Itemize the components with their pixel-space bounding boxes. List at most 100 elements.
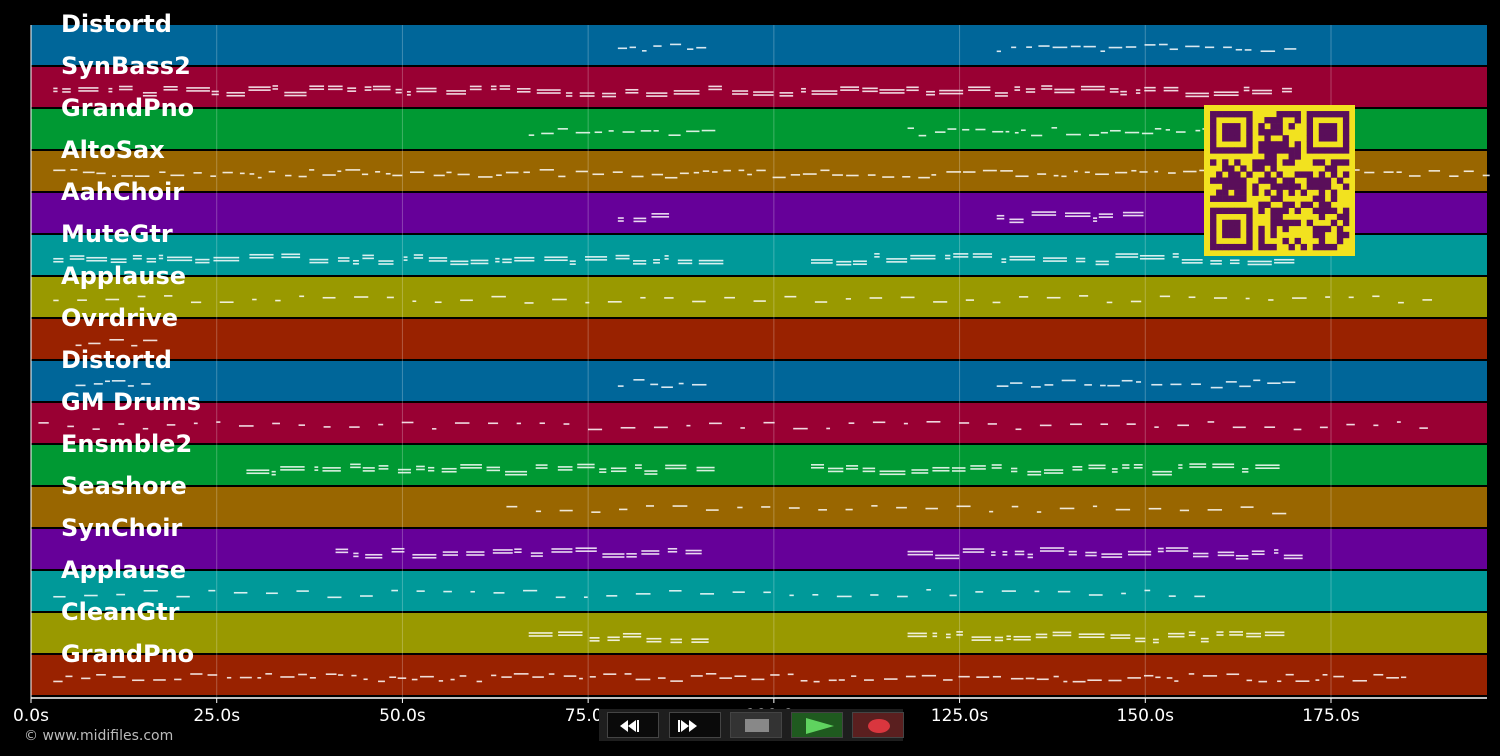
record-button[interactable] [852, 712, 904, 738]
play-button[interactable] [791, 712, 843, 738]
qr-module [1252, 165, 1259, 172]
fast-forward-button[interactable] [669, 712, 721, 738]
qr-module [1258, 165, 1265, 172]
note [994, 639, 1004, 642]
note [897, 595, 908, 598]
note [1122, 211, 1144, 214]
note [1095, 260, 1109, 263]
qr-module [1270, 129, 1277, 136]
note [193, 422, 198, 425]
note [280, 676, 295, 678]
track-lane[interactable] [31, 571, 1487, 611]
note [1292, 297, 1307, 299]
note [975, 591, 984, 593]
qr-module [1210, 219, 1217, 227]
note [851, 675, 857, 677]
note [1352, 679, 1367, 682]
note [867, 174, 876, 176]
note [827, 470, 844, 473]
qr-module [1324, 183, 1332, 190]
note [1264, 631, 1285, 634]
qr-module [1342, 207, 1350, 215]
note [207, 674, 218, 676]
note [1053, 675, 1059, 678]
note [906, 86, 919, 89]
qr-module [1342, 213, 1350, 221]
qr-module [1228, 183, 1235, 190]
note [257, 677, 262, 679]
note [158, 254, 164, 257]
note [968, 86, 991, 89]
qr-module [1270, 159, 1277, 166]
note [1155, 676, 1161, 679]
note [879, 89, 905, 91]
note [672, 505, 688, 507]
stop-button[interactable] [730, 712, 782, 738]
note [1383, 171, 1394, 173]
qr-code-icon[interactable] [1204, 105, 1355, 256]
note [1006, 635, 1011, 638]
note [864, 679, 874, 681]
note [1253, 379, 1261, 382]
note [1348, 296, 1354, 299]
note [951, 470, 966, 472]
note [1018, 296, 1029, 298]
note [926, 421, 941, 423]
qr-module [1264, 171, 1271, 178]
qr-module [1318, 243, 1326, 251]
note [167, 259, 193, 262]
qr-module [1318, 135, 1326, 142]
track-lane[interactable] [31, 361, 1487, 401]
note [1013, 635, 1031, 638]
note [1011, 505, 1019, 508]
qr-module [1246, 171, 1253, 178]
note [673, 93, 700, 95]
note [896, 506, 907, 509]
note [1422, 299, 1433, 301]
note [446, 171, 452, 174]
note [802, 173, 817, 175]
track-lane[interactable] [31, 487, 1487, 527]
note [563, 675, 577, 677]
track-lane[interactable] [31, 403, 1487, 443]
note [1152, 641, 1159, 644]
note [271, 470, 276, 473]
track-lane[interactable] [31, 445, 1487, 485]
track-lane[interactable] [31, 655, 1487, 695]
rewind-button[interactable] [607, 712, 659, 738]
track-lane[interactable] [31, 319, 1487, 359]
note [1217, 554, 1235, 557]
qr-module [1324, 135, 1332, 142]
note [1070, 45, 1081, 48]
note [1010, 677, 1024, 680]
note [280, 466, 305, 468]
note [1133, 463, 1143, 466]
note [1080, 85, 1105, 88]
qr-module [1264, 129, 1271, 136]
note [110, 261, 127, 264]
note [902, 175, 911, 178]
qr-module [1258, 141, 1265, 148]
note [991, 554, 996, 556]
track-label: Applause [61, 262, 187, 290]
qr-module [1210, 159, 1217, 166]
note [1046, 296, 1061, 299]
note [466, 554, 485, 556]
note [617, 47, 628, 50]
note [1036, 511, 1042, 513]
note [1157, 550, 1164, 553]
note [1122, 467, 1130, 469]
note [1014, 553, 1025, 556]
note [523, 589, 538, 592]
track-lane[interactable] [31, 277, 1487, 317]
note [1061, 175, 1067, 178]
note [907, 632, 927, 635]
track-lane[interactable] [31, 529, 1487, 569]
qr-module [1330, 159, 1338, 166]
track-lane[interactable] [31, 25, 1487, 65]
note [493, 592, 505, 594]
track-lane[interactable] [31, 613, 1487, 653]
note [994, 92, 1008, 94]
note [141, 383, 151, 385]
note [732, 591, 745, 593]
